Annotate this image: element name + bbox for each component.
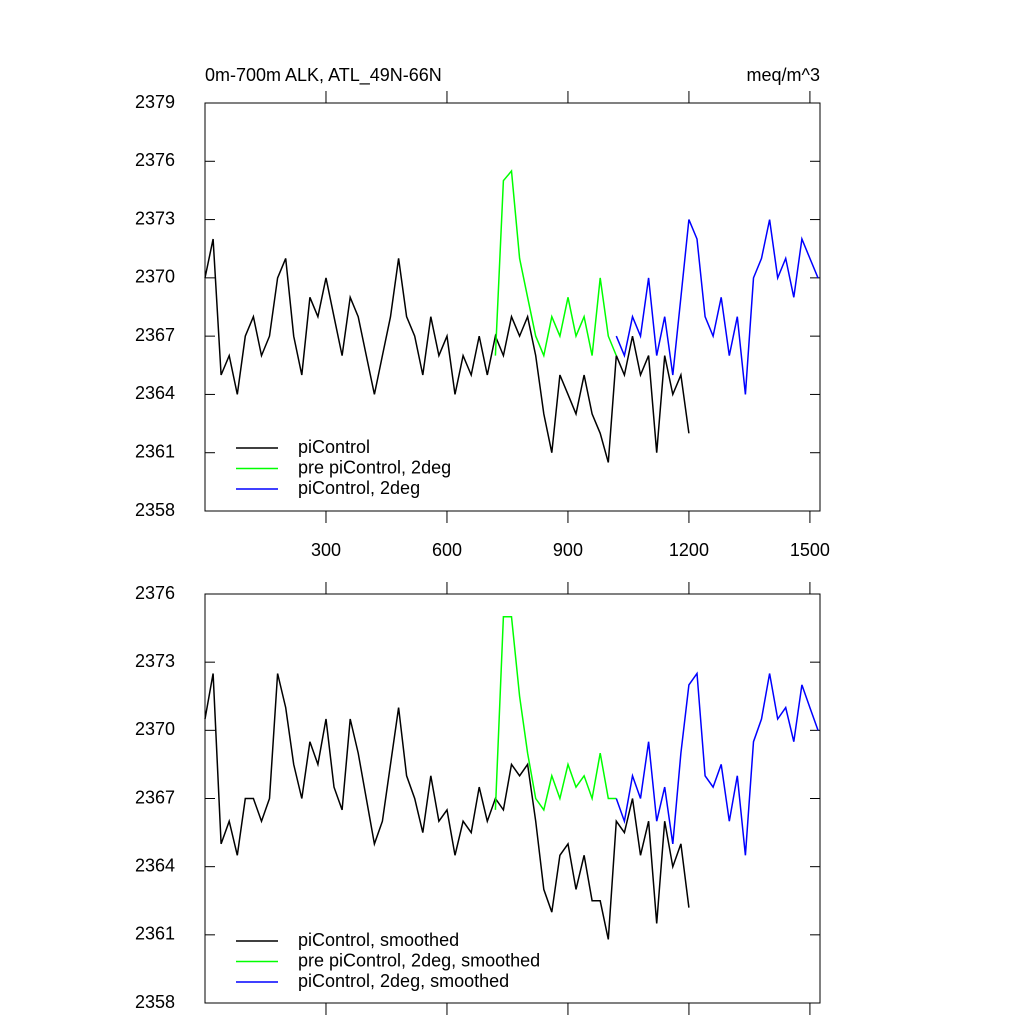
series-line (494, 169, 617, 359)
y-tick-label: 2358 (135, 992, 175, 1012)
x-tick-label: 600 (432, 540, 462, 560)
x-tick-label: 900 (553, 540, 583, 560)
units: meq/m^3 (747, 65, 820, 85)
x-tick-label: 300 (311, 540, 341, 560)
y-tick-label: 2361 (135, 441, 175, 461)
legend-label: piControl, 2deg, smoothed (298, 971, 509, 991)
legend-label: pre piControl, 2deg (298, 457, 451, 477)
y-tick-label: 2376 (135, 150, 175, 170)
title: 0m-700m ALK, ATL_49N-66N (205, 65, 442, 86)
legend-label: piControl, smoothed (298, 930, 459, 950)
y-tick-label: 2361 (135, 924, 175, 944)
y-tick-label: 2364 (135, 855, 175, 875)
y-tick-label: 2367 (135, 325, 175, 345)
series-line (494, 615, 617, 812)
y-tick-label: 2364 (135, 383, 175, 403)
series-line (615, 219, 819, 395)
y-tick-label: 2373 (135, 651, 175, 671)
legend-label: pre piControl, 2deg, smoothed (298, 950, 540, 970)
series-line (204, 673, 690, 940)
y-tick-label: 2370 (135, 267, 175, 287)
y-tick-label: 2373 (135, 208, 175, 228)
x-tick-label: 1200 (669, 540, 709, 560)
y-tick-label: 2358 (135, 500, 175, 520)
legend-label: piControl, 2deg (298, 478, 420, 498)
y-tick-label: 2370 (135, 719, 175, 739)
y-tick-label: 2367 (135, 787, 175, 807)
legend-label: piControl (298, 437, 370, 457)
x-tick-label: 1500 (790, 540, 830, 560)
y-tick-label: 2379 (135, 92, 175, 112)
series-line (204, 238, 690, 463)
series-line (615, 671, 819, 856)
plot-frame (204, 102, 821, 512)
y-tick-label: 2376 (135, 583, 175, 603)
